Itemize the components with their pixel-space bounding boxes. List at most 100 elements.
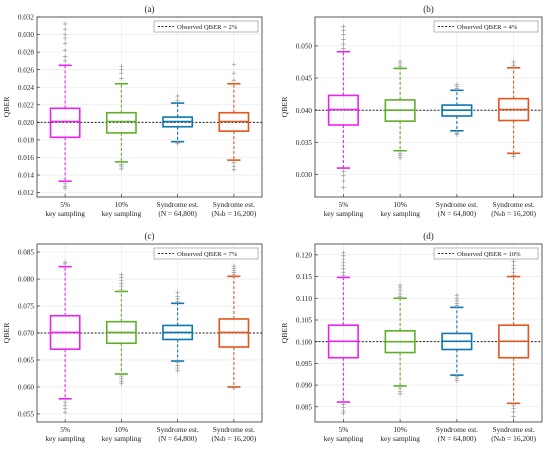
outlier-point — [231, 70, 237, 76]
x-tick-label: 5% — [338, 200, 348, 209]
x-tick-label: key sampling — [324, 209, 364, 218]
outlier-point — [231, 167, 237, 172]
box-1 — [327, 250, 359, 416]
plot-frame — [314, 243, 543, 423]
y-tick-label: 0.060 — [18, 384, 35, 392]
x-tick-label: 10% — [393, 200, 407, 209]
x-tick-label: (Nₛb = 16,200) — [491, 209, 536, 218]
y-tick-label: 0.040 — [296, 107, 313, 115]
legend-label: Observed QBER = 4% — [457, 24, 518, 31]
y-axis-label: QBER — [280, 322, 289, 344]
outlier-point — [454, 378, 460, 383]
outlier-point — [341, 24, 346, 29]
box-1 — [49, 21, 81, 191]
outlier-point — [511, 414, 516, 419]
plot-frame — [314, 16, 543, 198]
y-tick-label: 0.110 — [296, 295, 312, 303]
box-2 — [384, 283, 416, 396]
box-3 — [441, 293, 473, 383]
legend-label: Observed QBER = 10% — [457, 251, 521, 258]
x-tick-label: key sampling — [45, 209, 85, 218]
x-tick-label: key sampling — [324, 434, 364, 443]
outlier-point — [341, 185, 346, 190]
outlier-point — [341, 250, 346, 255]
box-body — [105, 111, 137, 134]
x-tick-label: (N = 64,800) — [158, 434, 197, 443]
outlier-point — [231, 62, 237, 67]
y-tick-label: 0.030 — [18, 31, 35, 39]
x-tick-label: key sampling — [380, 434, 420, 443]
box-body — [49, 107, 81, 139]
x-tick-label: 5% — [60, 425, 70, 434]
y-tick-label: 0.115 — [296, 273, 312, 281]
legend-box — [153, 20, 259, 33]
legend-box — [433, 20, 539, 33]
x-tick-label: Syndrome est. — [213, 200, 255, 209]
y-tick-label: 0.075 — [18, 303, 35, 311]
y-tick-label: 0.100 — [296, 338, 313, 346]
x-tick-label: Syndrome est. — [492, 200, 534, 209]
x-tick-label: key sampling — [102, 209, 142, 218]
x-tick-label: 10% — [115, 200, 129, 209]
outlier-point — [397, 283, 403, 288]
outlier-point — [119, 166, 124, 172]
box-3 — [162, 93, 194, 146]
outlier-point — [62, 27, 68, 32]
panel-title: (a) — [145, 4, 155, 14]
x-tick-label: (N = 64,800) — [158, 209, 197, 218]
y-tick-label: 0.024 — [18, 84, 35, 92]
x-tick-label: (N = 64,800) — [438, 209, 477, 218]
x-tick-label: Syndrome est. — [156, 425, 198, 434]
x-tick-label: key sampling — [380, 209, 420, 218]
y-tick-label: 0.090 — [296, 382, 313, 390]
panel-4: 0.085 0.090 0.095 0.100 0.105 0.110 0.115 0.120… — [280, 231, 543, 443]
y-tick-label: 0.105 — [296, 317, 313, 325]
outlier-point — [175, 141, 180, 146]
legend-box — [153, 247, 259, 260]
y-tick-label: 0.095 — [296, 360, 313, 368]
x-tick-label: Syndrome est. — [492, 425, 534, 434]
outlier-point — [62, 406, 68, 411]
outlier-point — [62, 186, 68, 191]
outlier-point — [341, 41, 346, 47]
outlier-point — [119, 272, 124, 277]
x-tick-label: (N = 64,800) — [438, 434, 477, 443]
outlier-point — [175, 368, 180, 373]
outlier-point — [397, 59, 403, 64]
outlier-point — [511, 259, 516, 264]
outlier-point — [341, 46, 346, 51]
outlier-point — [62, 260, 68, 265]
box-3 — [441, 82, 473, 137]
outlier-point — [454, 82, 460, 87]
outlier-point — [175, 290, 180, 295]
legend-label: Observed QBER = 2% — [177, 24, 238, 31]
y-tick-label: 0.085 — [18, 249, 35, 257]
outlier-point — [119, 63, 124, 69]
outlier-point — [175, 98, 180, 103]
outlier-point — [397, 155, 403, 160]
panel-1: 0.012 0.014 0.016 0.018 0.020 0.022 0.024 0.026… — [2, 4, 263, 218]
legend: Observed QBER = 2% — [153, 20, 259, 33]
outlier-point — [511, 409, 516, 415]
box-4 — [218, 263, 250, 391]
y-tick-label: 0.070 — [18, 330, 35, 338]
y-tick-label: 0.028 — [18, 49, 35, 57]
outlier-point — [341, 173, 346, 178]
outlier-point — [119, 76, 124, 81]
x-tick-label: (Nₛb = 16,200) — [212, 434, 257, 443]
box-3 — [162, 290, 194, 373]
x-tick-label: Syndrome est. — [436, 425, 478, 434]
outlier-point — [62, 48, 68, 53]
panel-title: (d) — [423, 231, 434, 241]
outlier-point — [341, 32, 346, 37]
legend-label: Observed QBER = 7% — [177, 251, 238, 258]
y-tick-label: 0.030 — [296, 171, 313, 179]
box-4 — [498, 259, 530, 419]
y-tick-label: 0.020 — [18, 119, 35, 127]
outlier-point — [341, 178, 346, 184]
box-2 — [105, 272, 137, 386]
box-1 — [327, 24, 359, 190]
y-tick-label: 0.014 — [18, 172, 35, 180]
